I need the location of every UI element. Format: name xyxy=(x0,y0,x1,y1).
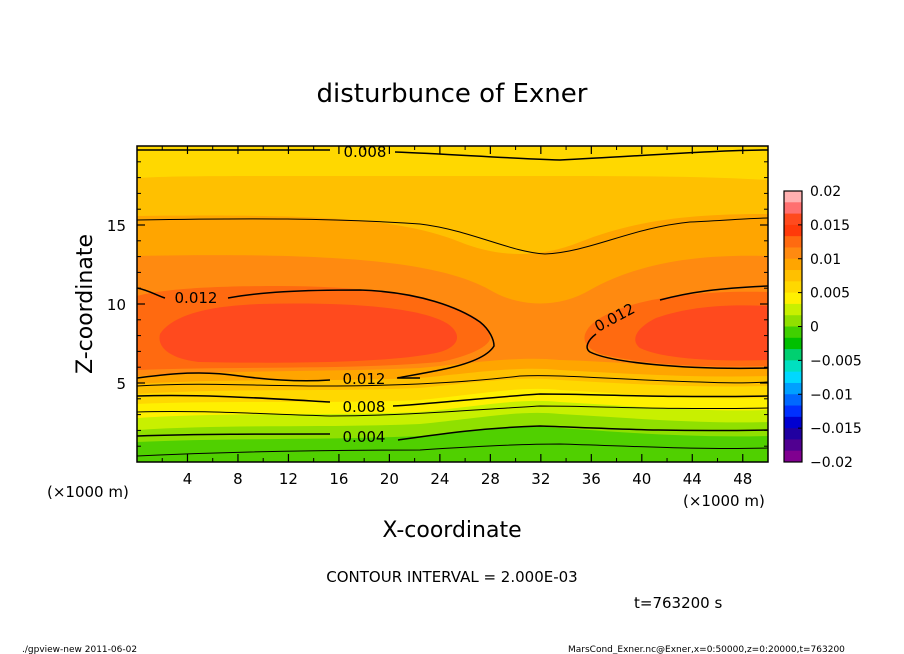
colorbar-swatch xyxy=(784,247,802,260)
colorbar-tick-label: 0 xyxy=(810,320,819,336)
x-tick-label: 44 xyxy=(683,470,702,488)
plot-area xyxy=(137,146,768,462)
contour-label: 0.012 xyxy=(343,370,386,388)
x-tick-label: 20 xyxy=(380,470,399,488)
x-tick-label: 8 xyxy=(233,470,243,488)
colorbar-tick-label: 0.005 xyxy=(810,286,850,302)
x-axis: 4 8 12 16 20 24 28 32 36 40 44 48 xyxy=(161,146,752,488)
contour-line-0010-low xyxy=(137,375,768,387)
x-unit-left: (×1000 m) xyxy=(47,483,129,501)
colorbar-swatch xyxy=(784,191,802,203)
colorbar-swatch xyxy=(784,281,802,294)
band-level-10 xyxy=(159,303,458,363)
contour-label: 0.008 xyxy=(344,143,387,161)
colorbar-swatch xyxy=(784,315,802,327)
colorbar-tick-label: 0.015 xyxy=(810,218,850,234)
x-tick-label: 36 xyxy=(582,470,601,488)
y-axis-label: Z-coordinate xyxy=(73,234,98,374)
contour-line-0008-top xyxy=(137,149,768,161)
footer-right: MarsCond_Exner.nc@Exner,x=0:50000,z=0:20… xyxy=(568,645,845,654)
contour-line-0008-low xyxy=(137,393,768,407)
colorbar-swatch xyxy=(784,405,802,418)
x-tick-label: 40 xyxy=(632,470,651,488)
contour-line-0006 xyxy=(137,405,768,417)
footer-left: ./gpview-new 2011-06-02 xyxy=(22,645,137,654)
colorbar-tick-label: −0.005 xyxy=(810,353,862,369)
contour-line-0012-right xyxy=(586,285,768,370)
x-tick-label: 32 xyxy=(531,470,550,488)
colorbar-swatch xyxy=(784,349,802,361)
colorbar-swatch xyxy=(784,236,802,248)
x-unit-right: (×1000 m) xyxy=(683,492,765,510)
contour-label: 0.012 xyxy=(175,289,218,307)
contour-line-0004 xyxy=(137,425,768,441)
colorbar-tick-label: −0.015 xyxy=(810,421,862,437)
colorbar-tick-label: 0.02 xyxy=(810,184,841,200)
contour-interval: CONTOUR INTERVAL = 2.000E-03 xyxy=(326,568,577,586)
colorbar-swatch xyxy=(784,360,802,373)
colorbar-swatch xyxy=(784,202,802,215)
contour-label: 0.004 xyxy=(343,428,386,446)
colorbar: 0.02 0.015 0.01 0.005 0 −0.005 −0.01 −0.015 −0.0… xyxy=(783,184,862,471)
colorbar-swatch xyxy=(784,382,802,395)
x-tick-label: 16 xyxy=(329,470,348,488)
chart-title: disturbunce of Exner xyxy=(317,79,588,109)
colorbar-swatch xyxy=(784,394,802,407)
colorbar-swatch xyxy=(784,428,802,440)
colorbar-swatch xyxy=(784,337,802,350)
x-tick-label: 48 xyxy=(733,470,752,488)
colorbar-tick-label: −0.01 xyxy=(810,387,853,403)
y-tick-label: 10 xyxy=(107,296,126,314)
x-tick-label: 12 xyxy=(279,470,298,488)
y-tick-label: 15 xyxy=(107,217,126,235)
time-label: t=763200 s xyxy=(634,594,722,612)
colorbar-tick-label: −0.02 xyxy=(810,455,853,471)
colorbar-swatch xyxy=(784,450,802,463)
colorbar-swatch xyxy=(784,270,802,282)
y-tick-label: 5 xyxy=(116,375,126,393)
contour-line-0010 xyxy=(137,217,768,255)
contour-line-0012-low xyxy=(137,372,420,382)
colorbar-swatch xyxy=(784,224,802,237)
colorbar-swatch xyxy=(784,258,802,271)
contour-line-0002 xyxy=(137,443,768,457)
colorbar-swatch xyxy=(784,371,802,384)
colorbar-swatch xyxy=(784,326,802,339)
colorbar-swatch xyxy=(784,439,802,452)
colorbar-swatch xyxy=(784,213,802,226)
x-tick-label: 24 xyxy=(430,470,449,488)
band-level-10b xyxy=(635,305,768,361)
colorbar-swatch xyxy=(784,292,802,305)
y-axis: 5 10 15 xyxy=(107,161,768,447)
x-tick-label: 4 xyxy=(183,470,193,488)
contour-label: 0.008 xyxy=(343,398,386,416)
colorbar-swatch xyxy=(784,303,802,316)
colorbar-tick-label: 0.01 xyxy=(810,252,841,268)
colorbar-swatch xyxy=(784,416,802,429)
x-tick-label: 28 xyxy=(481,470,500,488)
x-axis-label: X-coordinate xyxy=(382,518,521,543)
